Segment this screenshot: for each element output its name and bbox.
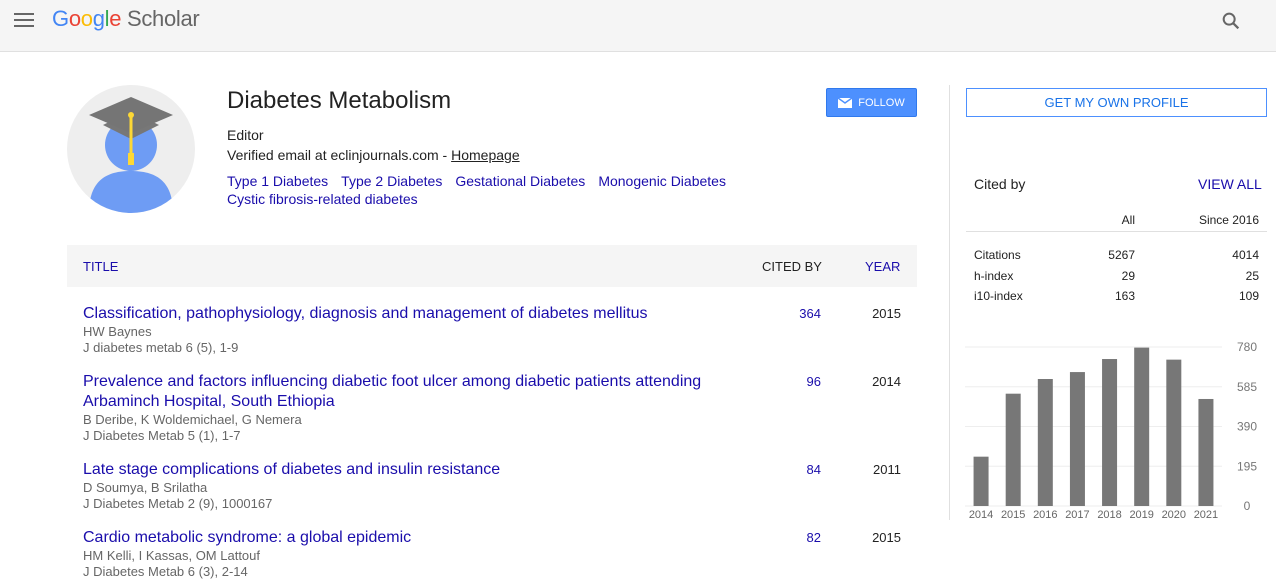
- bar: [973, 456, 989, 506]
- y-tick-label: 390: [1237, 420, 1257, 434]
- profile-email: Verified email at eclinjournals.com - Ho…: [227, 147, 520, 163]
- article-venue: J Diabetes Metab 2 (9), 1000167: [83, 496, 273, 511]
- year-column-header[interactable]: YEAR: [865, 259, 901, 274]
- cited-count[interactable]: 82: [806, 530, 821, 545]
- research-interests: Type 1 Diabetes Type 2 Diabetes Gestationa…: [227, 172, 787, 208]
- divider: [949, 85, 950, 520]
- article-title[interactable]: Classification, pathophysiology, diagnos…: [83, 305, 648, 322]
- avatar: [67, 85, 195, 213]
- since-column-header: Since 2016: [1198, 213, 1259, 227]
- profile-name: Diabetes Metabolism: [227, 87, 452, 114]
- menu-icon[interactable]: [14, 13, 34, 27]
- top-bar: Google Scholar: [0, 0, 1276, 52]
- cited-by-heading: Cited by: [974, 176, 1026, 192]
- follow-button[interactable]: FOLLOW: [826, 88, 917, 117]
- bar: [1005, 393, 1021, 506]
- table-header: TITLE CITED BY YEAR: [67, 245, 917, 287]
- search-icon[interactable]: [1220, 10, 1242, 32]
- article-title[interactable]: Cardio metabolic syndrome: a global epid…: [83, 529, 412, 546]
- article-venue: J diabetes metab 6 (5), 1-9: [83, 340, 239, 355]
- citation-stats-table: All Since 2016 Citations 5267 4014 h-index 2…: [966, 205, 1267, 310]
- stat-all: 163: [1114, 289, 1135, 303]
- view-all-link[interactable]: VIEW ALL: [1198, 176, 1262, 192]
- stat-label: Citations: [974, 248, 1021, 262]
- article-authors: HM Kelli, I Kassas, OM Lattouf: [83, 548, 261, 563]
- x-tick-label: 2021: [1194, 509, 1218, 521]
- interest-link[interactable]: Cystic fibrosis-related diabetes: [227, 191, 418, 207]
- article-title[interactable]: Prevalence and factors influencing diabe…: [83, 373, 702, 410]
- article-authors: HW Baynes: [83, 324, 152, 339]
- email-text: Verified email at eclinjournals.com -: [227, 147, 452, 163]
- y-tick-label: 780: [1237, 340, 1257, 354]
- cited-count[interactable]: 364: [799, 306, 821, 321]
- article-year: 2014: [872, 374, 901, 389]
- bar: [1037, 379, 1053, 506]
- article-title[interactable]: Late stage complications of diabetes and…: [83, 461, 501, 478]
- all-column-header: All: [1121, 213, 1135, 227]
- x-tick-label: 2019: [1129, 509, 1153, 521]
- cited-count[interactable]: 84: [806, 462, 821, 477]
- y-tick-label: 0: [1244, 499, 1251, 513]
- cited-by-column-header[interactable]: CITED BY: [762, 259, 822, 274]
- stat-label: h-index: [974, 268, 1014, 283]
- mail-icon: [838, 97, 853, 108]
- interest-link[interactable]: Type 2 Diabetes: [341, 173, 443, 189]
- stat-since: 25: [1245, 268, 1259, 283]
- x-tick-label: 2014: [969, 509, 993, 521]
- x-tick-label: 2017: [1065, 509, 1089, 521]
- logo-scholar-text: Scholar: [126, 6, 200, 31]
- get-my-own-profile-button[interactable]: GET MY OWN PROFILE: [966, 88, 1267, 117]
- citations-bar-chart: 0 195 390 585 780 2014 2015 2016 2017 2018 2019 202…: [965, 340, 1257, 521]
- article-year: 2015: [872, 530, 901, 545]
- profile-affiliation: Editor: [227, 127, 264, 143]
- stat-all: 5267: [1108, 248, 1135, 262]
- google-scholar-logo[interactable]: Google Scholar: [52, 6, 200, 31]
- stat-all: 29: [1121, 268, 1135, 283]
- title-column-header[interactable]: TITLE: [83, 259, 119, 274]
- bar: [1166, 359, 1182, 506]
- y-tick-label: 195: [1237, 459, 1257, 473]
- article-year: 2015: [872, 306, 901, 321]
- article-authors: B Deribe, K Woldemichael, G Nemera: [83, 412, 302, 427]
- interest-link[interactable]: Type 1 Diabetes: [227, 173, 329, 189]
- stat-since: 4014: [1232, 248, 1259, 262]
- homepage-link[interactable]: Homepage: [451, 147, 520, 163]
- article-venue: J Diabetes Metab 5 (1), 1-7: [83, 428, 241, 443]
- article-venue: J Diabetes Metab 6 (3), 2-14: [83, 564, 248, 579]
- bar: [1102, 359, 1118, 506]
- article-year: 2011: [873, 462, 901, 477]
- follow-label: FOLLOW: [858, 96, 905, 109]
- x-tick-label: 2015: [1001, 509, 1025, 521]
- cited-count[interactable]: 96: [806, 374, 821, 389]
- article-authors: D Soumya, B Srilatha: [83, 480, 208, 495]
- x-tick-label: 2020: [1162, 509, 1186, 521]
- bar: [1198, 398, 1214, 506]
- bar: [1069, 372, 1085, 506]
- interest-link[interactable]: Monogenic Diabetes: [598, 173, 726, 189]
- interest-link[interactable]: Gestational Diabetes: [455, 173, 586, 189]
- y-tick-label: 585: [1237, 380, 1257, 394]
- bar: [1134, 347, 1150, 506]
- x-tick-label: 2018: [1097, 509, 1121, 521]
- x-tick-label: 2016: [1033, 509, 1057, 521]
- stat-label: i10-index: [974, 289, 1023, 303]
- stat-since: 109: [1238, 289, 1259, 303]
